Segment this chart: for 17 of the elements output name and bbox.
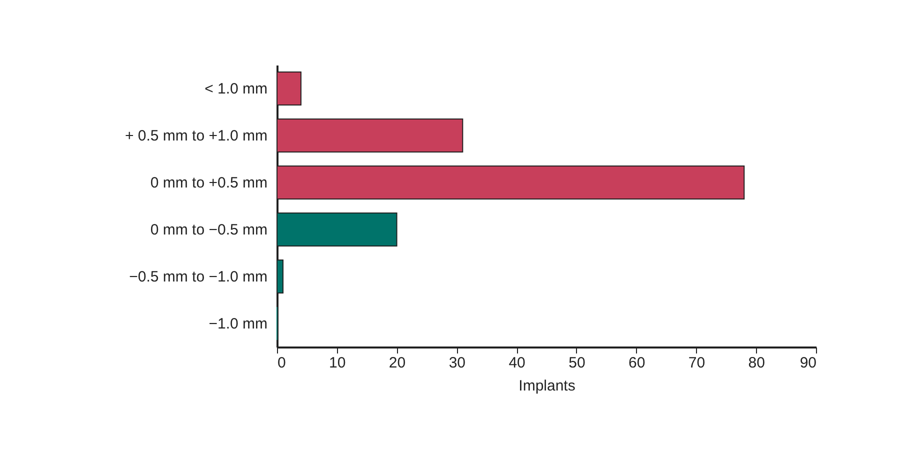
x-tick-label: 20 <box>388 354 406 372</box>
x-tick-label: 60 <box>628 354 646 372</box>
x-tick-label: 70 <box>688 354 706 372</box>
y-tick-label: −0.5 mm to −1.0 mm <box>129 268 268 286</box>
x-axis-title: Implants <box>518 378 576 394</box>
x-tick-label: 0 <box>278 354 286 372</box>
y-tick-label: 0 mm to −0.5 mm <box>150 222 268 238</box>
y-tick-label: −1.0 mm <box>208 316 268 332</box>
y-tick-label: < 1.0 mm <box>204 80 268 98</box>
x-tick-label: 10 <box>329 354 346 372</box>
x-tick-label: 30 <box>448 354 466 372</box>
y-tick-label: 0 mm to +0.5 mm <box>150 174 268 192</box>
y-tick-label: + 0.5 mm to +1.0 mm <box>124 128 268 144</box>
x-tick-label: 80 <box>748 354 765 372</box>
x-tick-label: 50 <box>568 354 586 372</box>
x-tick-label: 90 <box>800 354 816 372</box>
x-tick-label: 40 <box>508 354 526 372</box>
